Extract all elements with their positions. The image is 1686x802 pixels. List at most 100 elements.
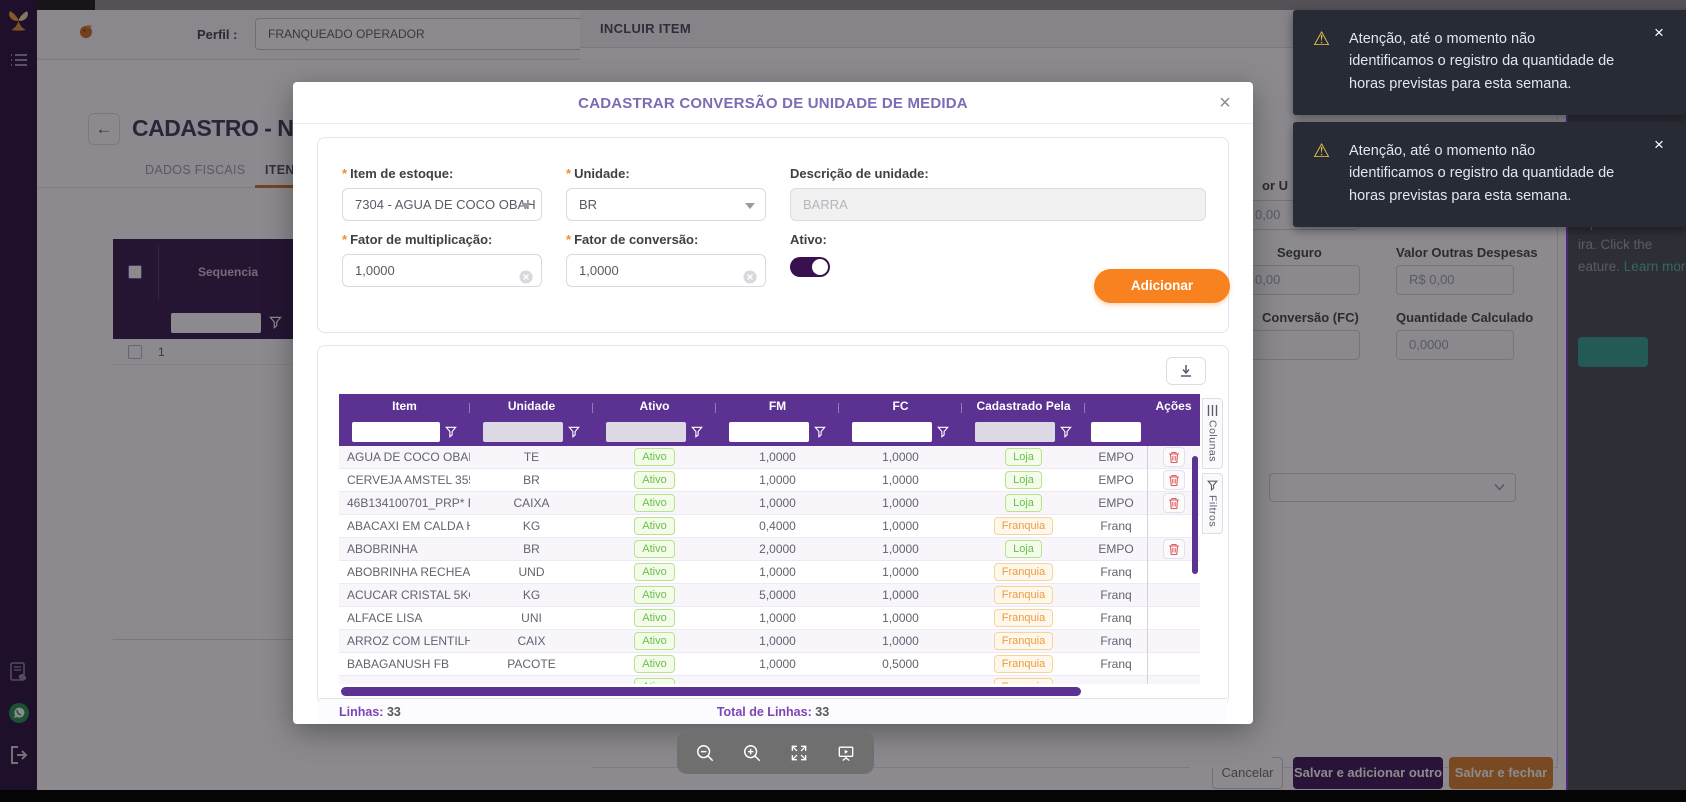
cell-unidade: CAIX (517, 634, 546, 648)
clear-input-icon[interactable] (743, 264, 757, 286)
delete-row-button[interactable] (1163, 493, 1185, 513)
filter-user-input[interactable] (1091, 421, 1141, 442)
filter-fm-input[interactable] (729, 421, 809, 442)
table-row[interactable]: ABOBRINHA BR Ativo 2,0000 1,0000 Loja EM… (339, 537, 1200, 561)
cell-ativo: Ativo (593, 655, 716, 673)
cell-item: CERVEJA AMSTEL 355ML (347, 473, 470, 487)
cell-user: Franq (1100, 519, 1132, 533)
toast-close-button[interactable]: × (1654, 135, 1664, 154)
horizontal-scrollbar[interactable] (339, 687, 1223, 696)
grid-filter-row (339, 417, 1200, 446)
zoom-in-button[interactable] (740, 741, 764, 765)
ativo-toggle[interactable] (790, 257, 830, 277)
cell-user: EMPO (1098, 496, 1134, 510)
table-row[interactable]: ACUCAR CRISTAL 5KG KG Ativo 5,0000 1,000… (339, 583, 1200, 607)
cell-fm: 1,0000 (759, 657, 796, 671)
clear-input-icon[interactable] (519, 264, 533, 286)
cell-fm: 1,0000 (759, 634, 796, 648)
cell-ativo: Ativo (593, 517, 716, 535)
item-estoque-label: * Item de estoque: (342, 166, 454, 181)
cell-ativo: Ativo (593, 494, 716, 512)
toast-message: Atenção, até o momento não identificamos… (1349, 143, 1615, 204)
col-header-item[interactable]: Item (339, 399, 470, 413)
adicionar-button[interactable]: Adicionar (1094, 269, 1230, 303)
table-row[interactable]: CERVEJA AMSTEL 355ML BR Ativo 1,0000 1,0… (339, 468, 1200, 492)
fator-conversao-label: * Fator de conversão: (566, 232, 699, 247)
data-grid: Item Unidade Ativo FM FC Cadastrado Pela… (339, 394, 1223, 684)
cell-fc: 1,0000 (882, 542, 919, 556)
col-header-fc[interactable]: FC (839, 399, 962, 413)
cell-acoes (1147, 675, 1200, 684)
cell-fc: 1,0000 (882, 634, 919, 648)
download-button[interactable] (1166, 357, 1206, 385)
trash-icon (1169, 497, 1179, 509)
cell-item: ACUCAR CRISTAL 5KG (347, 588, 470, 602)
fator-conversao-input[interactable]: 1,0000 (566, 254, 766, 287)
table-row[interactable]: 46B134100701_PRP* BE... CAIXA Ativo 1,00… (339, 491, 1200, 515)
table-row[interactable]: AGUA DE COCO OBAH TE Ativo 1,0000 1,0000… (339, 446, 1200, 469)
col-header-unidade[interactable]: Unidade (470, 399, 593, 413)
cell-user: EMPO (1098, 542, 1134, 556)
table-row-partial[interactable]: Ativo Franquia (339, 675, 1200, 684)
presentation-button[interactable] (834, 741, 858, 765)
modal-close-button[interactable]: × (1219, 92, 1231, 114)
toast-notification: ⚠ Atenção, até o momento não identificam… (1293, 122, 1686, 227)
cell-item: AGUA DE COCO OBAH (347, 450, 470, 464)
cell-cadastrado: Loja (962, 540, 1085, 558)
cell-acoes (1147, 468, 1200, 492)
trash-icon (1169, 543, 1179, 555)
cell-unidade: UND (518, 565, 545, 579)
filter-cadastrado-input[interactable] (975, 421, 1055, 442)
table-row[interactable]: ARROZ COM LENTILHA CAIX Ativo 1,0000 1,0… (339, 629, 1200, 653)
table-row[interactable]: BABAGANUSH FB PACOTE Ativo 1,0000 0,5000… (339, 652, 1200, 676)
vertical-scrollbar[interactable] (1192, 456, 1198, 574)
unidade-select[interactable]: BR (566, 188, 766, 221)
filter-unidade-input[interactable] (483, 421, 563, 442)
cell-acoes (1147, 514, 1200, 538)
fullscreen-button[interactable] (787, 741, 811, 765)
cell-fc: 1,0000 (882, 473, 919, 487)
delete-row-button[interactable] (1163, 470, 1185, 490)
cell-cadastrado: Franquia (962, 586, 1085, 604)
zoom-out-button[interactable] (693, 741, 717, 765)
cell-fm: 1,0000 (759, 473, 796, 487)
table-row[interactable]: ABOBRINHA RECHEAD... UND Ativo 1,0000 1,… (339, 560, 1200, 584)
cell-fm: 1,0000 (759, 496, 796, 510)
cell-unidade: KG (522, 588, 541, 602)
filter-item-input[interactable] (352, 421, 440, 442)
col-header-fm[interactable]: FM (716, 399, 839, 413)
col-header-cadastrado-pela[interactable]: Cadastrado Pela (962, 399, 1085, 413)
cell-item: ABACAXI EM CALDA HE... (347, 519, 470, 533)
filter-funnel-icon (445, 426, 457, 438)
cell-acoes (1147, 491, 1200, 515)
filter-ativo-input[interactable] (606, 421, 686, 442)
modal-header: CADASTRAR CONVERSÃO DE UNIDADE DE MEDIDA… (293, 82, 1253, 124)
cell-cadastrado: Franquia (962, 563, 1085, 581)
total-linhas-label: Total de Linhas: (716, 705, 812, 719)
cell-ativo: Ativo (593, 540, 716, 558)
delete-row-button[interactable] (1163, 539, 1185, 559)
cell-acoes (1147, 560, 1200, 584)
toast-close-button[interactable]: × (1654, 23, 1664, 42)
cell-cadastrado: Loja (962, 471, 1085, 489)
cell-item: ALFACE LISA (347, 611, 423, 625)
filter-fc-input[interactable] (852, 421, 932, 442)
trash-icon (1169, 474, 1179, 486)
fator-multiplicacao-input[interactable]: 1,0000 (342, 254, 542, 287)
cell-acoes (1147, 583, 1200, 607)
linhas-value: 33 (386, 705, 401, 719)
filtros-side-tab[interactable]: Filtros (1202, 473, 1223, 535)
item-estoque-select[interactable]: 7304 - AGUA DE COCO OBAH (342, 188, 542, 221)
cell-acoes (1147, 652, 1200, 676)
cell-user: Franq (1100, 565, 1132, 579)
table-row[interactable]: ABACAXI EM CALDA HE... KG Ativo 0,4000 1… (339, 514, 1200, 538)
colunas-side-tab[interactable]: Colunas (1202, 398, 1223, 470)
col-header-ativo[interactable]: Ativo (593, 399, 716, 413)
cadastrar-conversao-modal: CADASTRAR CONVERSÃO DE UNIDADE DE MEDIDA… (293, 82, 1253, 724)
grid-side-tabs: Colunas Filtros (1202, 398, 1223, 538)
cell-fc: 1,0000 (882, 450, 919, 464)
descricao-unidade-input: BARRA (790, 188, 1206, 221)
delete-row-button[interactable] (1163, 447, 1185, 467)
table-row[interactable]: ALFACE LISA UNI Ativo 1,0000 1,0000 Fran… (339, 606, 1200, 630)
chevron-down-icon (521, 203, 531, 209)
